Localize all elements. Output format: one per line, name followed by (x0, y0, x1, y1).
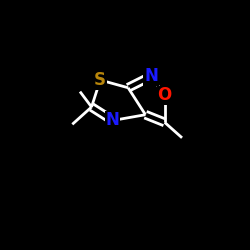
Text: N: N (106, 112, 120, 130)
Text: N: N (144, 67, 158, 85)
Text: O: O (158, 86, 172, 104)
Text: S: S (94, 71, 106, 89)
